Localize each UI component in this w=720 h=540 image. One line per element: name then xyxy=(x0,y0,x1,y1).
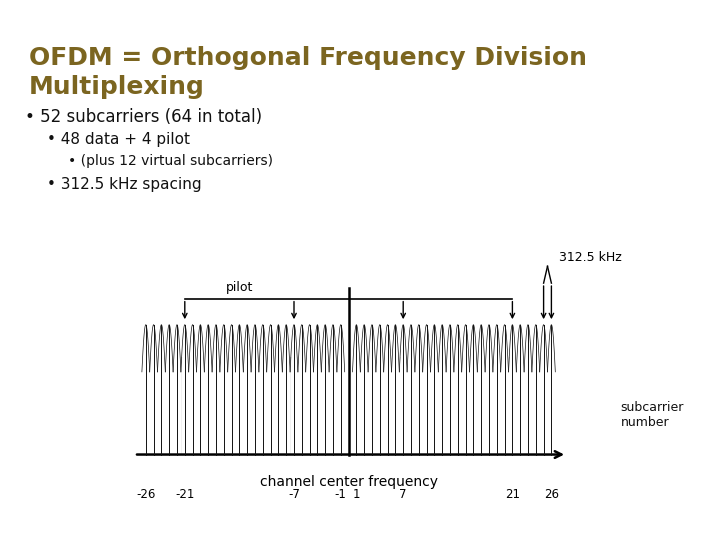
Text: • 312.5 kHz spacing: • 312.5 kHz spacing xyxy=(47,177,202,192)
Text: OFDM = Orthogonal Frequency Division: OFDM = Orthogonal Frequency Division xyxy=(29,46,587,70)
Text: subcarrier
number: subcarrier number xyxy=(621,401,684,429)
Text: 312.5 kHz: 312.5 kHz xyxy=(559,251,622,264)
Text: • (plus 12 virtual subcarriers): • (plus 12 virtual subcarriers) xyxy=(68,154,274,168)
Text: • 48 data + 4 pilot: • 48 data + 4 pilot xyxy=(47,132,190,147)
Bar xyxy=(400,357,407,455)
Text: Multiplexing: Multiplexing xyxy=(29,75,204,98)
Bar xyxy=(181,357,189,455)
Text: channel center frequency: channel center frequency xyxy=(260,475,438,489)
Text: • 52 subcarriers (64 in total): • 52 subcarriers (64 in total) xyxy=(25,108,262,126)
Bar xyxy=(509,357,516,455)
Bar xyxy=(290,357,297,455)
Text: pilot: pilot xyxy=(225,281,253,294)
